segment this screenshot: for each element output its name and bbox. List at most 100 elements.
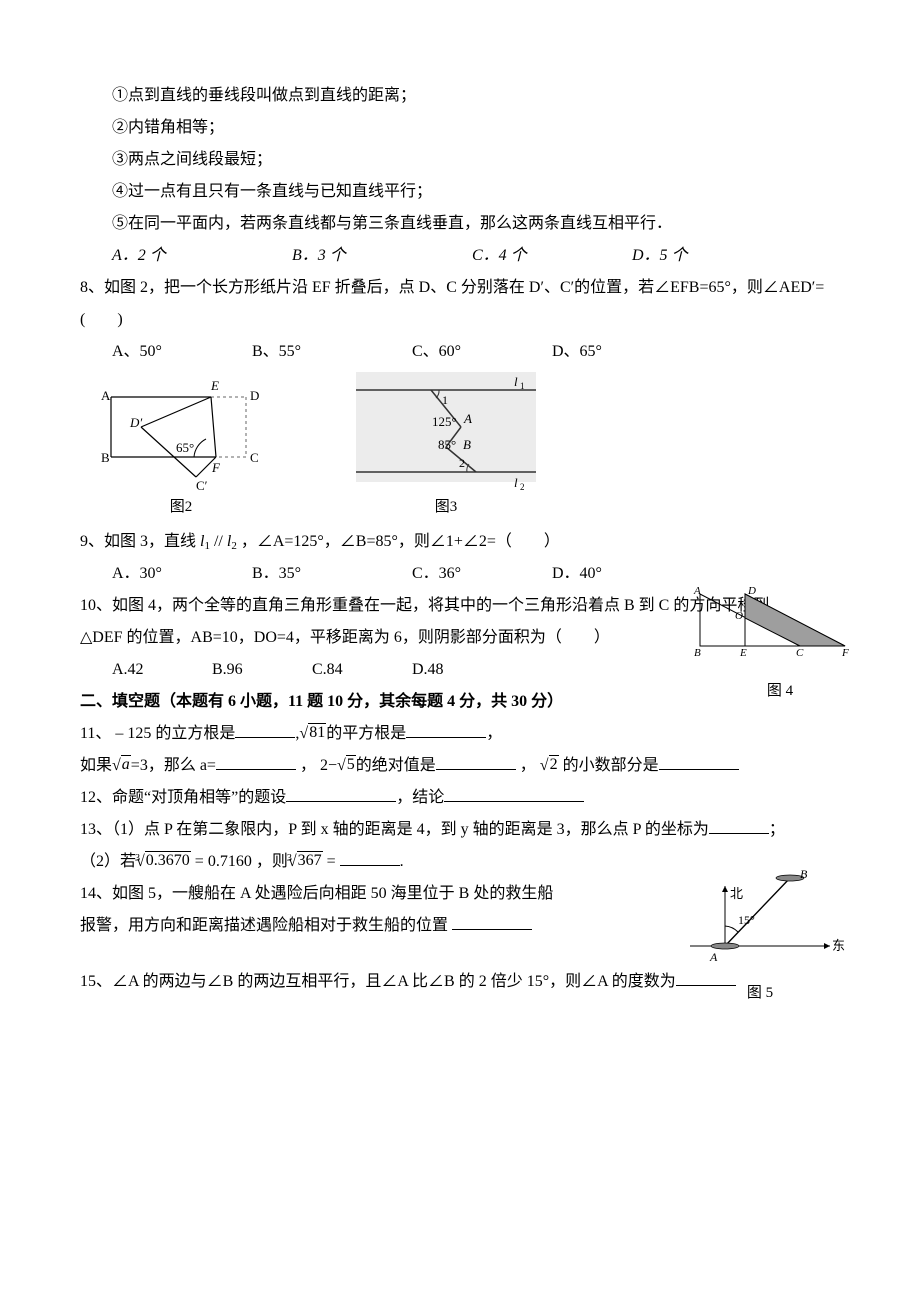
q10-optB: B.96 — [212, 654, 312, 686]
q15-stem: 15、∠A 的两边与∠B 的两边互相平行，且∠A 比∠B 的 2 倍少 15°，… — [80, 973, 676, 990]
q8-optD: D、65° — [552, 336, 672, 368]
q8-optA: A、50° — [112, 336, 252, 368]
q10-optC: C.84 — [312, 654, 412, 686]
blank-a — [216, 754, 296, 770]
fig5-A: A — [709, 950, 718, 964]
q7-optD: D．5 个 — [632, 247, 688, 264]
q9-pre: 9、如图 3，直线 — [80, 533, 196, 550]
fig5-15: 15° — [738, 913, 755, 927]
fig3-85: 85° — [438, 437, 456, 452]
svg-text:2: 2 — [520, 482, 525, 492]
svg-text:l: l — [514, 475, 518, 490]
fig2-E: E — [210, 378, 219, 393]
q7-optC: C．4 个 — [472, 247, 527, 264]
q11: 11、 – 125 的立方根是,81的平方根是， 如果a=3，那么 a= ， 2… — [80, 718, 860, 782]
blank-sqrt81 — [406, 722, 486, 738]
q9-optB: B．35° — [252, 558, 412, 590]
blank-cbrt367 — [340, 850, 400, 866]
q13-p2-m1: = 0.7160 ，则 — [191, 853, 288, 870]
svg-text:E: E — [739, 647, 747, 659]
fig2-A: A — [101, 388, 111, 403]
q7-stmt4: ④过一点有且只有一条直线与已知直线平行； — [80, 176, 860, 208]
svg-text:D: D — [747, 585, 756, 597]
fig3-1: 1 — [442, 393, 448, 407]
q10-optA: A.42 — [112, 654, 212, 686]
blank-concl — [444, 786, 584, 802]
q7-options: A．2 个 B．3 个 C．4 个 D．5 个 — [80, 240, 860, 272]
fig2-F: F — [211, 460, 221, 475]
sqrt-81: 81 — [299, 718, 326, 750]
svg-text:1: 1 — [520, 381, 525, 391]
q7-stmt3: ③两点之间线段最短； — [80, 144, 860, 176]
q7-optB: B．3 个 — [292, 247, 346, 264]
q11-p2pre: 如果 — [80, 757, 112, 774]
svg-text:l: l — [514, 374, 518, 389]
fig2-C: C — [250, 450, 259, 465]
q11-p2m2: ， 2− — [296, 757, 337, 774]
q11-p2m3: 的绝对值是 — [356, 757, 436, 774]
svg-text:A: A — [463, 411, 472, 426]
q12: 12、命题“对顶角相等”的题设 ，结论 — [80, 782, 860, 814]
q14: 14、如图 5，一艘船在 A 处遇险后向相距 50 海里位于 B 处的救生船 报… — [80, 878, 860, 942]
q8-stem: 8、如图 2，把一个长方形纸片沿 EF 折叠后，点 D、C 分别落在 D′、C′… — [80, 272, 860, 336]
q10: 10、如图 4，两个全等的直角三角形重叠在一起，将其中的一个三角形沿着点 B 到… — [80, 590, 860, 686]
fig3-label: 图3 — [435, 492, 458, 522]
blank-hypo — [286, 786, 396, 802]
sqrt-2: 2 — [540, 750, 559, 782]
blank-position — [452, 914, 532, 930]
q12-mid: ，结论 — [396, 789, 444, 806]
q9: 9、如图 3，直线 l1 // l2 ，∠A=125°，∠B=85°，则∠1+∠… — [80, 526, 860, 590]
q11-pre: 11、 – 125 的立方根是 — [80, 725, 235, 742]
blank-abs — [436, 754, 516, 770]
q7-stmt1: ①点到直线的垂线段叫做点到直线的距离； — [80, 80, 860, 112]
fig2-Cp: C′ — [196, 478, 208, 492]
svg-text:O: O — [735, 610, 743, 622]
fig3-2: 2 — [459, 456, 465, 470]
figure-5: 北 东 15° A B 图 5 — [670, 866, 850, 1008]
q13-p2-m2: = — [323, 853, 340, 870]
figure-4: A D O B E C F 图 4 — [690, 584, 870, 706]
fig5-E: 东 — [832, 938, 845, 953]
fig4-label: 图 4 — [690, 676, 870, 706]
q13-p1-text: 13、（1）点 P 在第二象限内，P 到 x 轴的距离是 4，到 y 轴的距离是… — [80, 821, 709, 838]
fig2-label: 图2 — [170, 492, 193, 522]
fig5-B: B — [800, 867, 808, 881]
q10-optD: D.48 — [412, 654, 512, 686]
q8: 8、如图 2，把一个长方形纸片沿 EF 折叠后，点 D、C 分别落在 D′、C′… — [80, 272, 860, 522]
q8-options: A、50° B、55° C、60° D、65° — [80, 336, 860, 368]
q11-p2m1: =3，那么 a= — [131, 757, 216, 774]
svg-text:C: C — [796, 647, 804, 659]
figure-3: l1 l2 1 2 125° A 85° B 图3 — [356, 372, 536, 522]
q8-optB: B、55° — [252, 336, 412, 368]
q9-l2s: 2 — [231, 540, 237, 552]
q8-optC: C、60° — [412, 336, 552, 368]
q11-p2m5: 的小数部分是 — [559, 757, 659, 774]
cbrt-0367: 3√0.3670 — [136, 853, 191, 870]
q11-end1: ， — [486, 725, 502, 742]
fig2-D: D — [250, 388, 259, 403]
fig2-Dp: D′ — [129, 415, 142, 430]
blank-cube-root — [235, 722, 295, 738]
blank-p-coord — [709, 818, 769, 834]
fig2-B: B — [101, 450, 110, 465]
svg-text:A: A — [693, 585, 701, 597]
svg-text:B: B — [463, 437, 471, 452]
fig3-125: 125° — [432, 414, 457, 429]
blank-frac — [659, 754, 739, 770]
q9-par: // — [210, 533, 227, 550]
q9-optA: A．30° — [112, 558, 252, 590]
q13-p1: 13、（1）点 P 在第二象限内，P 到 x 轴的距离是 4，到 y 轴的距离是… — [80, 814, 860, 846]
sqrt-5: 5 — [337, 750, 356, 782]
q13-p1-end: ； — [769, 821, 785, 838]
q11-mid2: 的平方根是 — [326, 725, 406, 742]
q9-post: ，∠A=125°，∠B=85°，则∠1+∠2=（ ） — [241, 533, 560, 550]
q7-stmt2: ②内错角相等； — [80, 112, 860, 144]
q13-p2-pre: （2）若 — [80, 853, 136, 870]
fig5-N: 北 — [730, 886, 743, 901]
q13-p2-end: . — [400, 853, 404, 870]
fig5-label: 图 5 — [670, 978, 850, 1008]
figure-2: A B E D C F C′ D′ 65° 图2 — [96, 372, 266, 522]
q11-line1: 11、 – 125 的立方根是,81的平方根是， — [80, 718, 860, 750]
q12-pre: 12、命题“对顶角相等”的题设 — [80, 789, 286, 806]
sqrt-a: a — [112, 750, 131, 782]
